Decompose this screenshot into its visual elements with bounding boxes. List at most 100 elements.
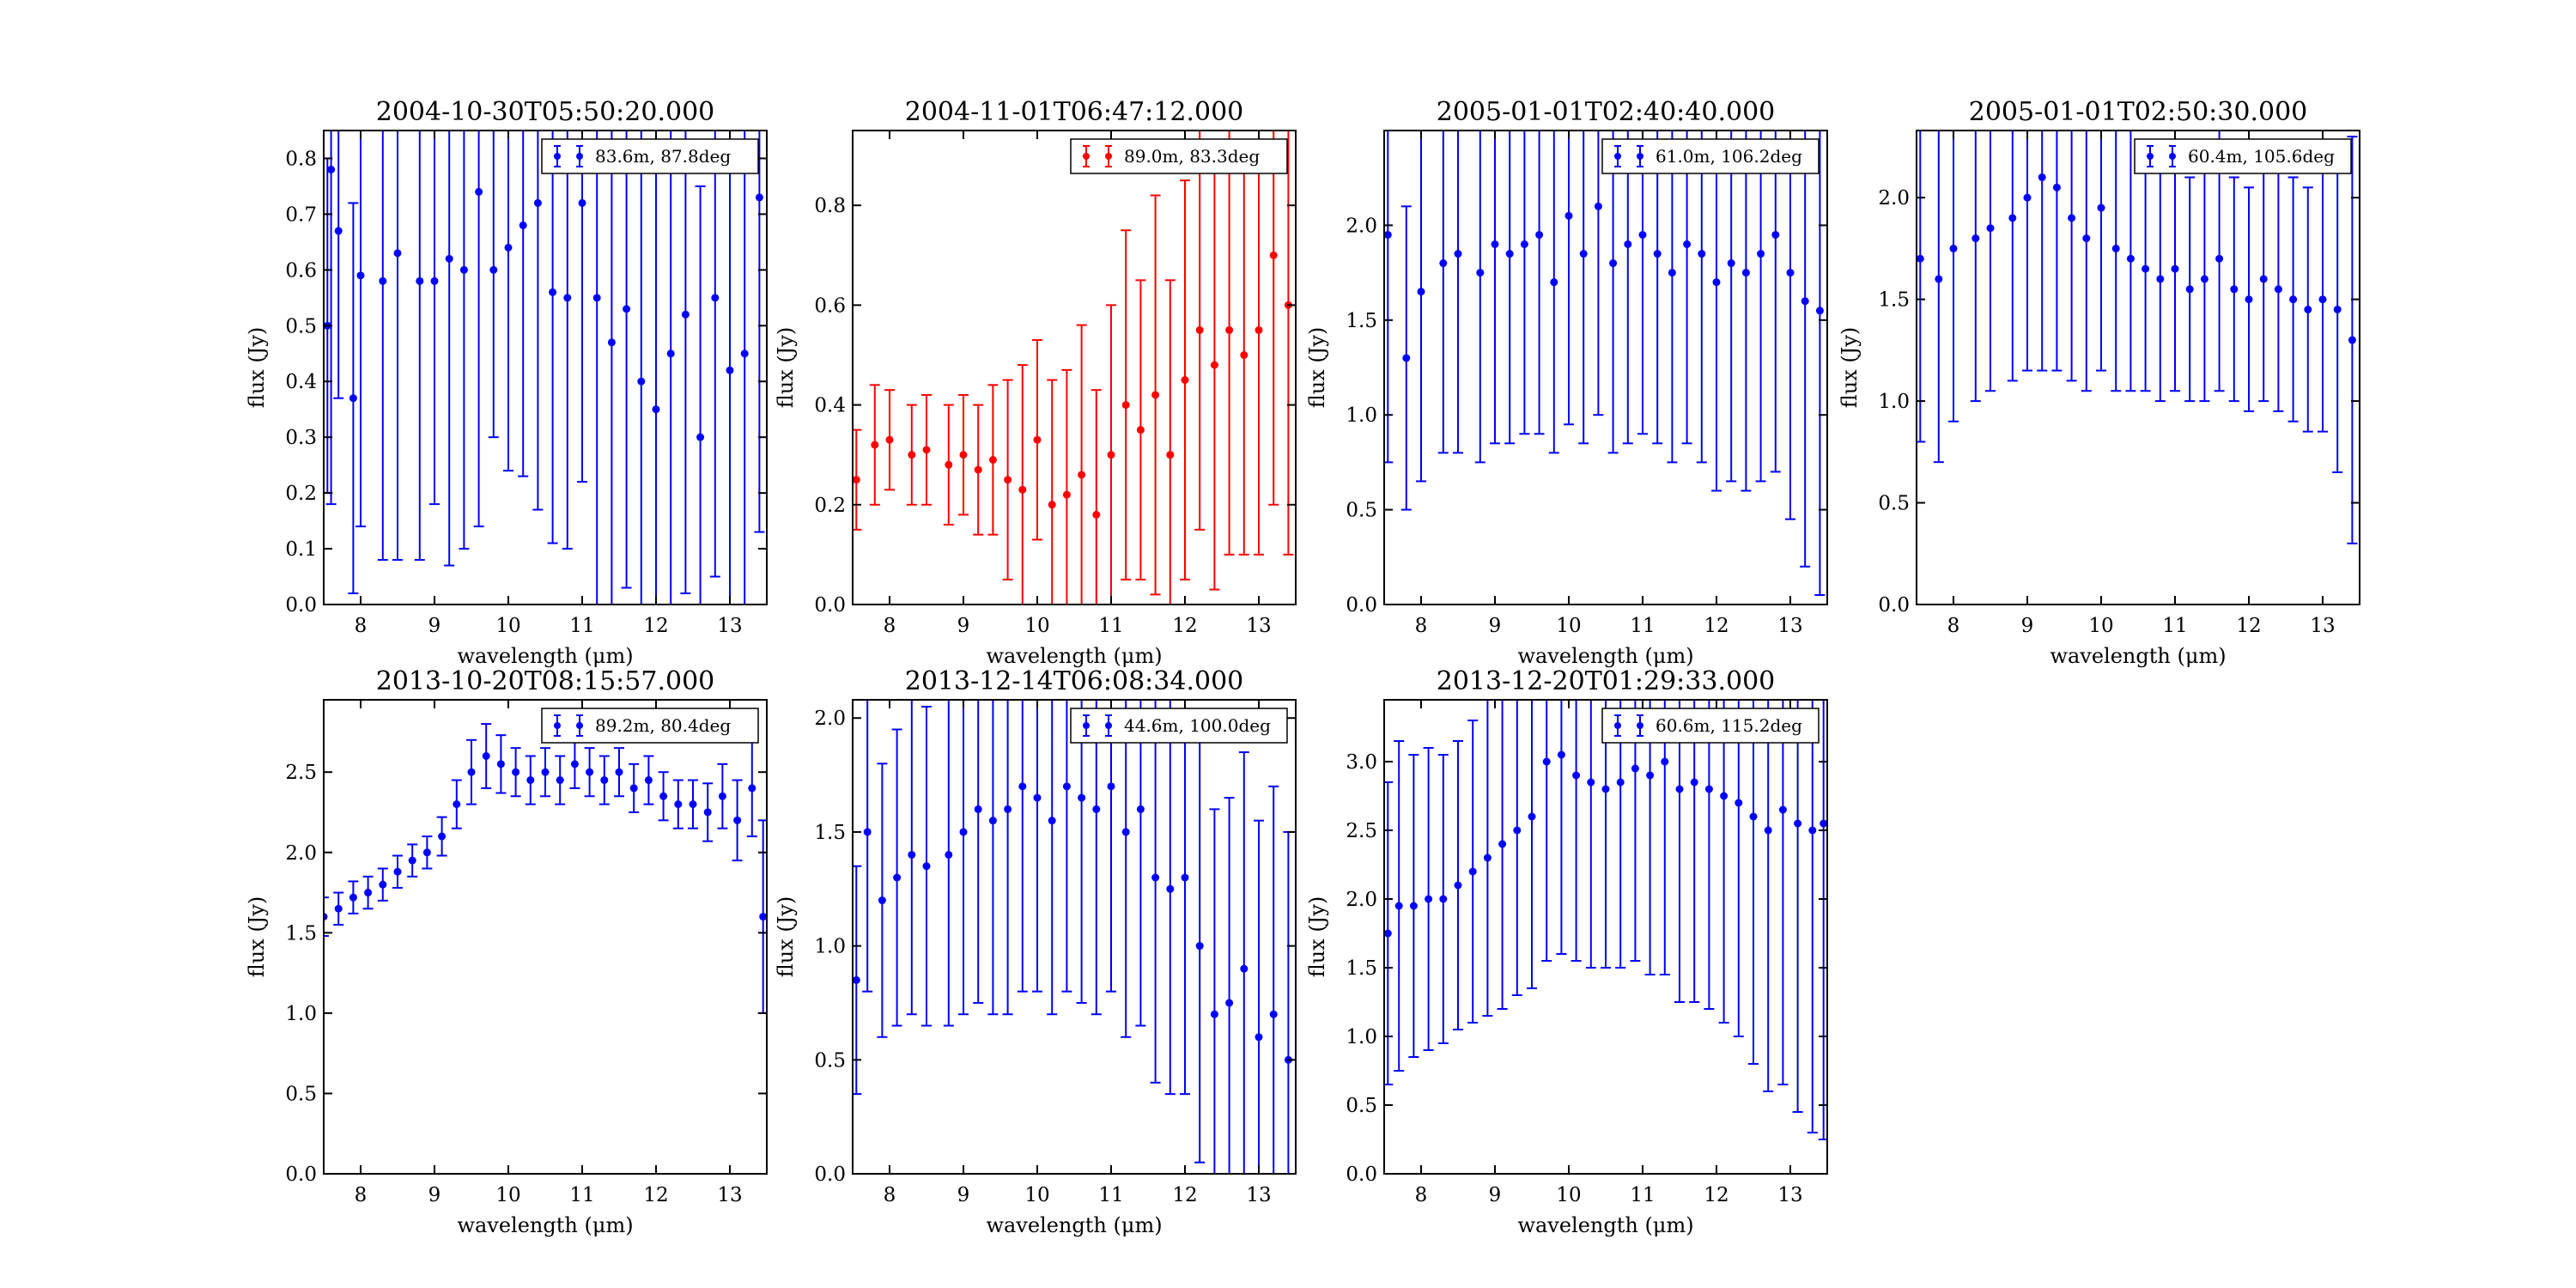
y-tick-label: 1.0 [1346,404,1377,427]
data-point [1704,785,1713,793]
data-point [1808,826,1817,835]
data-point [1483,854,1492,862]
legend-marker-icon [576,153,583,160]
data-point [1195,325,1204,334]
data-point [1136,426,1145,434]
data-point [1661,757,1669,766]
axes-frame [323,699,768,1175]
data-point [430,276,439,285]
chart-title: 2013-10-20T08:15:57.000 [376,666,715,696]
data-point [1631,764,1639,773]
legend-marker-icon [554,722,561,729]
y-tick-label: 0.6 [285,259,317,282]
data-point [2008,214,2017,222]
y-tick-label: 0.0 [1346,594,1377,617]
legend-marker-icon [576,722,583,729]
legend-marker-icon [554,153,561,160]
data-series [324,723,767,1014]
x-tick-label: 9 [957,1184,970,1206]
x-tick-label: 12 [643,615,668,637]
x-tick-label: 11 [1630,1184,1655,1206]
data-point [422,848,431,857]
x-tick-label: 9 [428,615,441,637]
data-point [1646,771,1655,780]
data-point [1683,240,1692,248]
data-point [1454,881,1462,890]
x-tick-label: 11 [2162,615,2187,637]
data-point [1394,902,1403,910]
data-point [1210,361,1218,369]
data-point [1384,929,1392,938]
x-axis-label: wavelength (μm) [986,644,1162,668]
data-point [2304,305,2312,313]
data-point [755,193,763,202]
x-tick-label: 8 [355,1184,368,1206]
x-tick-label: 12 [2236,615,2261,637]
x-tick-label: 10 [495,1184,520,1206]
legend: 89.0m, 83.3deg [1070,138,1288,174]
x-tick-label: 9 [428,1184,441,1206]
data-point [1579,250,1588,258]
legend-marker-icon [1105,722,1112,729]
data-point [1491,240,1499,248]
data-point [1675,785,1684,793]
y-axis-label: flux (Jy) [245,896,269,978]
y-tick-label: 0.2 [814,495,846,517]
chart-title: 2005-01-01T02:40:40.000 [1437,97,1776,127]
subplot-5: 8 9 10 11 12 13 0.0 0.5 1.0 1.5 2.0 2.5 2013-10-20T0… [245,666,768,1237]
data-point [1409,902,1418,910]
data-point [489,265,498,274]
data-point [2052,183,2061,191]
data-point [482,751,490,760]
x-tick-label: 11 [1098,615,1123,637]
data-point [853,975,860,984]
data-point [2156,275,2165,283]
data-series [1384,131,1826,596]
data-point [519,221,527,229]
data-point [1557,750,1565,759]
data-point [563,294,572,302]
y-tick-label: 1.0 [1878,391,1910,413]
data-point [541,768,550,776]
data-point [726,366,734,374]
data-point [504,243,513,252]
data-point [2333,305,2342,313]
y-tick-label: 0.0 [285,594,317,617]
legend-marker-icon [1637,153,1643,160]
data-point [556,776,564,785]
y-tick-label: 2.0 [814,708,846,730]
y-tick-label: 1.5 [1878,289,1910,312]
subplot-7: 8 9 10 11 12 13 0.0 0.5 1.0 1.5 2.0 2.5 3.0 2013-12-2… [1305,666,1828,1237]
data-point [1255,325,1263,334]
data-point [1195,942,1204,951]
axes-frame [1383,130,1828,605]
data-point [1601,785,1610,793]
data-point [1505,250,1514,258]
chart-title: 2004-11-01T06:47:12.000 [905,97,1244,127]
legend: 89.2m, 80.4deg [541,708,759,744]
data-point [1794,819,1802,828]
data-point [666,349,675,358]
y-tick-label: 0.0 [814,594,846,617]
data-point [1698,250,1706,258]
data-point [885,435,894,444]
data-point [1181,873,1189,882]
data-point [1425,895,1433,903]
legend-marker-icon [1083,722,1090,729]
data-point [586,768,594,776]
legend: 61.0m, 106.2deg [1601,138,1820,174]
x-tick-label: 12 [1172,1184,1197,1206]
y-axis-label: flux (Jy) [1305,327,1329,409]
data-point [327,165,336,173]
x-tick-label: 9 [1489,615,1502,637]
legend-label: 60.4m, 105.6deg [2188,146,2335,167]
data-point [408,856,416,865]
data-point [1468,867,1477,876]
data-point [379,276,387,285]
data-point [1269,1010,1278,1018]
data-point [1062,782,1071,791]
data-point [1033,435,1042,444]
data-point [1749,812,1758,821]
x-tick-label: 8 [1947,615,1960,637]
data-point [2171,264,2179,273]
